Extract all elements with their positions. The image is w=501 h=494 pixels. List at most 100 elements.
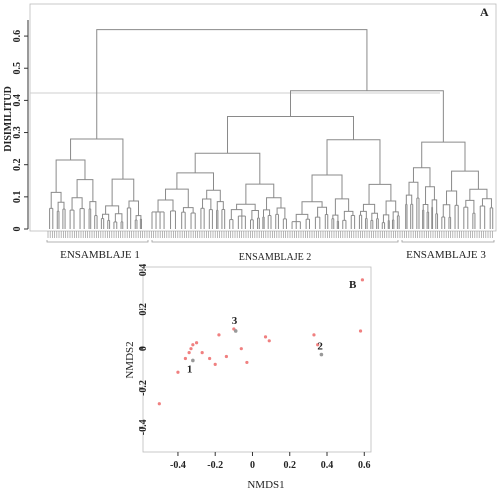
root-merge: [96, 29, 368, 139]
panel-b-x-ticks: -0.4 -0.2 0 0.2 0.4 0.6: [170, 452, 371, 471]
group-brackets: [46, 240, 495, 243]
scatter-point: [194, 341, 199, 345]
group-label-1: ENSAMBLAJE 1: [60, 249, 140, 261]
dendrogram-link: [176, 172, 214, 191]
y-tick-label: -0.2: [138, 380, 149, 396]
centroid-label: 3: [232, 315, 238, 327]
scatter-point: [263, 335, 268, 339]
panel-b: B -0.4 -0.2 0 0.2 0.4 0.6 0.4 0.2 0 -0.2 -0.4 NMD…: [124, 264, 372, 491]
group-label-2: ENSAMBLAJE 2: [239, 252, 312, 263]
scatter-point: [316, 343, 320, 347]
y-tick-label: 0: [12, 227, 23, 232]
scatter-point: [191, 343, 195, 347]
centroid-label: 2: [317, 341, 323, 353]
panel-b-x-label: NMDS1: [247, 479, 284, 491]
scatter-point: [183, 356, 188, 361]
dendrogram-link: [326, 139, 381, 185]
panel-b-y-label: NMDS2: [124, 341, 136, 378]
dendrogram-link: [332, 214, 339, 222]
bracket-ensamblaje-1: [46, 240, 149, 243]
scatter-point: [187, 351, 191, 355]
scatter-point: [157, 402, 161, 406]
dendrogram-link: [385, 200, 397, 215]
panel-b-y-ticks: 0.4 0.2 0 -0.2 -0.4: [138, 264, 149, 436]
dendrogram-link: [216, 201, 224, 211]
bracket-ensamblaje-2: [151, 240, 399, 243]
y-tick-label: -0.4: [138, 419, 149, 435]
scatter-point: [360, 278, 365, 282]
dendrogram-link: [89, 201, 97, 216]
dendrogram-link: [371, 212, 378, 221]
dendrogram-link: [362, 203, 376, 214]
dendrogram-link: [405, 194, 413, 205]
panel-a-label: A: [480, 5, 489, 19]
y-tick-label: 0.3: [12, 126, 23, 139]
scatter-point: [224, 354, 228, 359]
y-tick-label: 0.4: [138, 264, 149, 277]
dendrogram-link: [227, 115, 354, 154]
scatter-point: [312, 333, 316, 337]
dendrogram-link: [368, 183, 392, 205]
scatter-point: [267, 339, 271, 343]
dendrogram-link: [431, 199, 438, 214]
x-tick-label: -0.2: [207, 460, 223, 471]
y-tick-label: 0.1: [12, 191, 23, 204]
panel-a: A 0 0.1 0.2 0.3 0.4 0.5 0.6 DISIMILITUD ENSAMB…: [3, 3, 497, 263]
dendrogram-link: [114, 213, 123, 222]
dendrogram-link: [412, 167, 431, 187]
panel-a-y-ticks: 0 0.1 0.2 0.3 0.4 0.5 0.6: [12, 30, 28, 232]
dendrogram-link: [301, 201, 323, 215]
dendrogram-link: [182, 207, 194, 214]
x-tick-label: 0.6: [358, 460, 371, 471]
dendrogram-link: [382, 214, 390, 223]
dendrogram-link: [230, 209, 243, 220]
dendrogram: [49, 29, 494, 229]
dendrogram-link: [50, 191, 62, 209]
dendrogram-link: [343, 210, 354, 221]
dendrogram-link: [311, 174, 343, 202]
dendrogram-link: [111, 178, 135, 206]
dendrogram-link: [425, 186, 435, 205]
y-tick-label: 0.4: [12, 94, 23, 107]
dendrogram-link: [469, 188, 488, 201]
dendrogram-link: [135, 215, 142, 220]
centroid-marker: [191, 358, 195, 363]
panel-b-frame: [142, 266, 372, 453]
scatter-point: [189, 347, 193, 351]
x-tick-label: 0.2: [283, 460, 296, 471]
y-tick-label: 0.2: [12, 158, 23, 171]
leaf-labels: [47, 231, 493, 238]
centroids: 1 2 3: [187, 315, 324, 376]
dendrogram-link: [206, 189, 221, 202]
merge-2-3: [290, 90, 444, 143]
y-tick-label: 0: [138, 346, 149, 351]
centroid-marker: [319, 352, 324, 357]
centroid-label: 1: [187, 363, 193, 375]
dendrogram-link: [442, 204, 451, 218]
x-tick-label: 0: [250, 460, 255, 471]
x-tick-label: 0.4: [321, 460, 334, 471]
y-tick-label: 0.2: [138, 303, 149, 316]
dendrogram-link: [194, 152, 261, 185]
dendrogram-link: [408, 181, 419, 199]
dendrogram-link: [76, 179, 94, 202]
dendrogram-link: [334, 198, 350, 216]
dendrogram-link: [165, 188, 189, 208]
dendrogram-link: [465, 199, 475, 214]
scatter-point: [176, 370, 180, 374]
dendrogram-link: [446, 190, 458, 206]
dendrogram-link: [392, 211, 399, 220]
dendrogram-link: [102, 213, 110, 221]
panel-a-y-label: DISIMILITUD: [3, 86, 14, 152]
bracket-ensamblaje-3: [401, 240, 495, 243]
centroid-marker: [233, 329, 238, 333]
scatter-point: [200, 351, 204, 355]
dendrogram-link: [55, 159, 86, 193]
y-tick-label: 0.6: [12, 30, 23, 43]
scatter-point: [245, 360, 249, 365]
scatter-point: [213, 362, 217, 366]
panel-b-label: B: [349, 279, 357, 291]
dendrogram-link: [70, 138, 124, 180]
dendrogram-link: [57, 201, 65, 212]
